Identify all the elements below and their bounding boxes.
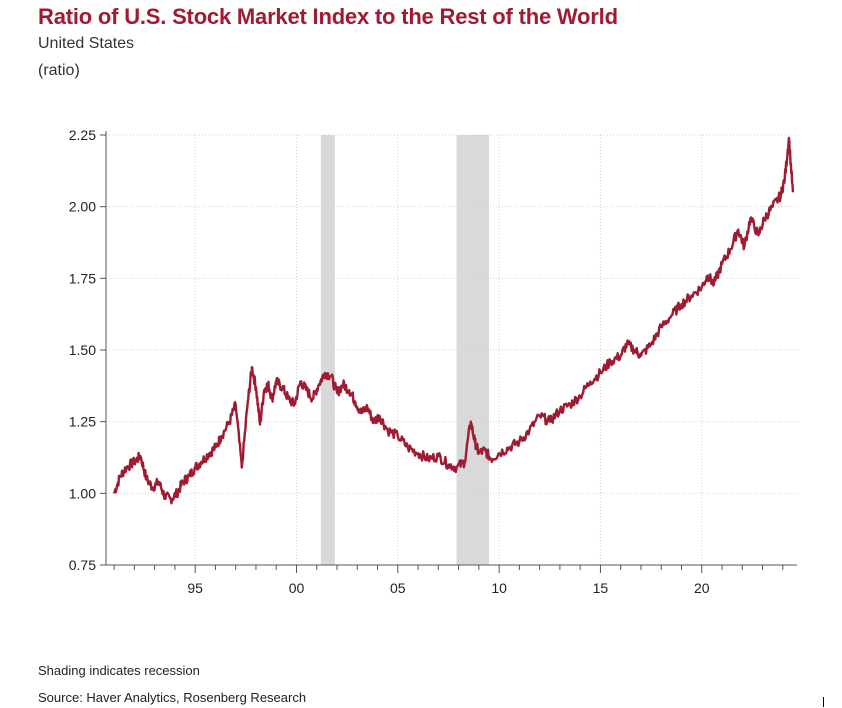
y-tick-label: 2.00 — [69, 199, 96, 215]
grid-lines — [106, 134, 797, 565]
x-tick-label: 10 — [491, 580, 507, 596]
axes — [100, 131, 797, 573]
tick-labels: 0.75 1.00 1.25 1.50 1.75 2.00 2.25 95 00 05 10 15 20 — [69, 127, 710, 596]
recession-band-1 — [320, 135, 335, 565]
y-tick-label: 1.75 — [69, 270, 96, 286]
source-note: Source: Haver Analytics, Rosenberg Resea… — [38, 690, 307, 705]
y-tick-label: 1.25 — [69, 414, 96, 430]
recession-note: Shading indicates recession — [38, 663, 200, 678]
y-tick-label: 1.00 — [69, 485, 96, 501]
x-tick-label: 20 — [694, 580, 710, 596]
series-line — [112, 136, 795, 505]
x-tick-label: 00 — [289, 580, 305, 596]
y-tick-label: 2.25 — [69, 127, 96, 143]
x-tick-label: 15 — [593, 580, 609, 596]
x-tick-label: 05 — [390, 580, 406, 596]
chart-subtitle: United States — [38, 35, 135, 52]
divider-mark — [823, 697, 824, 707]
y-tick-label: 1.50 — [69, 342, 96, 358]
series-layer — [112, 136, 795, 505]
y-tick-label: 0.75 — [69, 557, 96, 573]
x-tick-label: 95 — [187, 580, 203, 596]
chart-title: Ratio of U.S. Stock Market Index to the … — [38, 4, 618, 29]
line-chart: 0.75 1.00 1.25 1.50 1.75 2.00 2.25 95 00 05 10 15 20 — [69, 127, 797, 596]
y-unit-label: (ratio) — [38, 62, 80, 79]
